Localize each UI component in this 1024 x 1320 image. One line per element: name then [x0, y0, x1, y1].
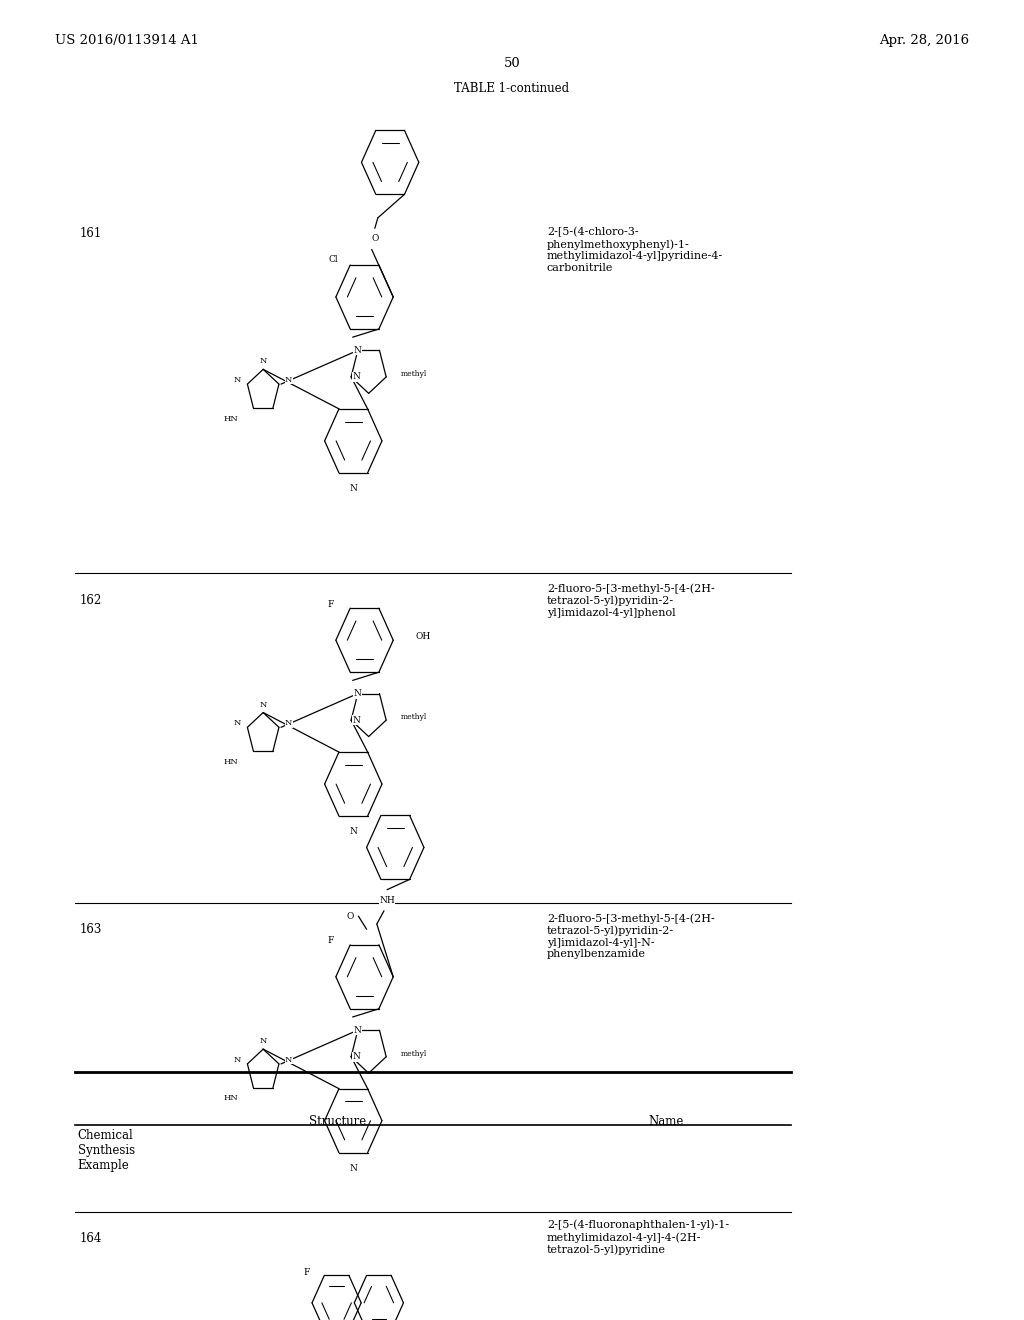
Text: Name: Name [648, 1115, 683, 1129]
Text: OH: OH [416, 632, 431, 640]
Text: TABLE 1-continued: TABLE 1-continued [455, 82, 569, 95]
Text: 161: 161 [80, 227, 102, 240]
Text: N: N [352, 372, 360, 381]
Text: N: N [259, 701, 267, 709]
Text: N: N [285, 376, 293, 384]
Text: N: N [352, 1052, 360, 1061]
Text: N: N [354, 1026, 361, 1035]
Text: Structure: Structure [309, 1115, 367, 1129]
Text: 2-fluoro-5-[3-methyl-5-[4-(2H-
tetrazol-5-yl)pyridin-2-
yl]imidazol-4-yl]-N-
phe: 2-fluoro-5-[3-methyl-5-[4-(2H- tetrazol-… [547, 913, 715, 960]
Text: 162: 162 [80, 594, 102, 607]
Text: F: F [328, 599, 334, 609]
Text: methyl: methyl [400, 1049, 427, 1057]
Text: N: N [354, 346, 361, 355]
Text: N: N [349, 484, 357, 492]
Text: F: F [328, 936, 334, 945]
Text: HN: HN [224, 758, 239, 766]
Text: US 2016/0113914 A1: US 2016/0113914 A1 [55, 34, 200, 48]
Text: HN: HN [224, 414, 239, 422]
Text: N: N [285, 1056, 293, 1064]
Text: methyl: methyl [400, 370, 427, 378]
Text: 2-[5-(4-fluoronaphthalen-1-yl)-1-
methylimidazol-4-yl]-4-(2H-
tetrazol-5-yl)pyri: 2-[5-(4-fluoronaphthalen-1-yl)-1- methyl… [547, 1220, 729, 1255]
Text: F: F [303, 1269, 310, 1278]
Text: N: N [349, 828, 357, 836]
Text: N: N [259, 1038, 267, 1045]
Text: N: N [352, 715, 360, 725]
Text: 164: 164 [80, 1232, 102, 1245]
Text: N: N [233, 719, 242, 727]
Text: 2-[5-(4-chloro-3-
phenylmethoxyphenyl)-1-
methylimidazol-4-yl]pyridine-4-
carbon: 2-[5-(4-chloro-3- phenylmethoxyphenyl)-1… [547, 227, 723, 273]
Text: methyl: methyl [400, 713, 427, 721]
Text: Chemical
Synthesis
Example: Chemical Synthesis Example [78, 1129, 135, 1172]
Text: N: N [354, 689, 361, 698]
Text: N: N [233, 376, 242, 384]
Text: 2-fluoro-5-[3-methyl-5-[4-(2H-
tetrazol-5-yl)pyridin-2-
yl]imidazol-4-yl]phenol: 2-fluoro-5-[3-methyl-5-[4-(2H- tetrazol-… [547, 583, 715, 618]
Text: 50: 50 [504, 57, 520, 70]
Text: N: N [259, 358, 267, 366]
Text: N: N [349, 1164, 357, 1172]
Text: O: O [371, 235, 379, 243]
Text: HN: HN [224, 1094, 239, 1102]
Text: NH: NH [379, 896, 395, 904]
Text: Cl: Cl [329, 255, 338, 264]
Text: 163: 163 [80, 923, 102, 936]
Text: O: O [347, 912, 354, 920]
Text: Apr. 28, 2016: Apr. 28, 2016 [879, 34, 969, 48]
Text: N: N [285, 719, 293, 727]
Text: N: N [233, 1056, 242, 1064]
